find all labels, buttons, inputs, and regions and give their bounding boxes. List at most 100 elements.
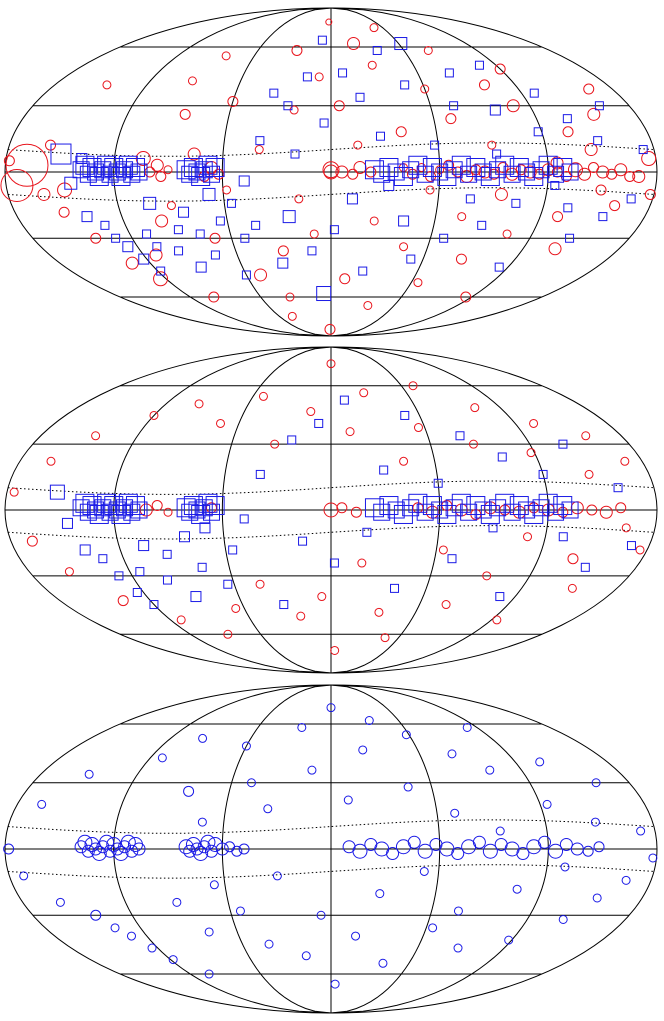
source-circle-marker bbox=[441, 600, 451, 610]
source-circle-marker bbox=[301, 951, 311, 961]
source-circle-marker bbox=[583, 83, 595, 95]
source-circle-marker bbox=[636, 826, 646, 836]
source-square-marker bbox=[181, 165, 199, 183]
source-circle-marker bbox=[333, 100, 345, 112]
source-circle-marker bbox=[193, 846, 209, 861]
source-circle-marker bbox=[246, 778, 256, 788]
source-circle-marker bbox=[632, 170, 646, 183]
source-circle-marker bbox=[254, 268, 268, 282]
source-square-marker bbox=[87, 501, 105, 519]
source-circle-marker bbox=[535, 757, 545, 767]
source-circle-marker bbox=[149, 248, 163, 262]
source-square-marker bbox=[195, 499, 213, 517]
source-square-marker bbox=[198, 155, 218, 175]
source-circle-marker bbox=[19, 871, 29, 881]
bottom-panel-sky-map bbox=[3, 684, 658, 1014]
source-circle-marker bbox=[120, 834, 136, 850]
source-circle-marker bbox=[231, 845, 243, 857]
source-square-marker bbox=[97, 493, 117, 513]
source-circle-marker bbox=[455, 253, 467, 265]
source-square-marker bbox=[79, 503, 97, 521]
source-square-marker bbox=[547, 503, 565, 521]
source-square-marker bbox=[149, 600, 159, 610]
source-square-marker bbox=[173, 225, 183, 235]
source-circle-marker bbox=[557, 506, 569, 518]
source-square-marker bbox=[408, 493, 428, 513]
source-circle-marker bbox=[190, 842, 204, 856]
source-square-marker bbox=[199, 522, 211, 534]
source-circle-marker bbox=[187, 76, 197, 86]
source-square-marker bbox=[529, 88, 539, 98]
source-circle-marker bbox=[494, 63, 506, 75]
source-circle-marker bbox=[74, 840, 88, 854]
source-circle-marker bbox=[515, 164, 527, 176]
source-square-marker bbox=[387, 501, 405, 519]
source-square-marker bbox=[75, 493, 95, 513]
source-circle-marker bbox=[353, 161, 367, 174]
source-circle-marker bbox=[386, 847, 400, 860]
source-square-marker bbox=[130, 501, 148, 519]
source-square-marker bbox=[162, 549, 172, 559]
source-circle-marker bbox=[187, 147, 201, 161]
source-square-marker bbox=[387, 163, 405, 181]
source-circle-marker bbox=[570, 501, 584, 515]
source-circle-marker bbox=[117, 595, 129, 607]
source-circle-marker bbox=[316, 910, 326, 920]
source-square-marker bbox=[558, 439, 568, 449]
source-square-marker bbox=[283, 101, 293, 111]
source-circle-marker bbox=[528, 502, 540, 514]
source-circle-marker bbox=[216, 418, 225, 428]
source-square-marker bbox=[561, 163, 579, 181]
source-circle-marker bbox=[462, 722, 472, 732]
source-circle-marker bbox=[339, 273, 351, 285]
source-circle-marker bbox=[485, 765, 495, 775]
source-circle-marker bbox=[207, 837, 223, 852]
source-square-marker bbox=[240, 233, 250, 243]
source-circle-marker bbox=[163, 165, 173, 175]
source-square-marker bbox=[465, 194, 475, 204]
source-circle-marker bbox=[306, 407, 316, 417]
source-circle-marker bbox=[291, 44, 303, 56]
source-circle-marker bbox=[287, 311, 297, 321]
source-square-marker bbox=[179, 531, 190, 543]
galactic-band-boundary bbox=[8, 525, 654, 540]
source-square-marker bbox=[394, 37, 408, 51]
source-square-marker bbox=[613, 483, 623, 493]
source-circle-marker bbox=[99, 834, 115, 850]
source-square-marker bbox=[445, 161, 463, 179]
source-circle-marker bbox=[322, 161, 340, 179]
source-circle-marker bbox=[560, 862, 570, 872]
source-circle-marker bbox=[309, 229, 319, 239]
source-square-marker bbox=[101, 165, 119, 183]
source-circle-marker bbox=[208, 291, 220, 303]
source-circle-marker bbox=[353, 140, 363, 150]
source-circle-marker bbox=[644, 188, 656, 200]
source-square-marker bbox=[125, 158, 145, 177]
source-circle-marker bbox=[90, 232, 102, 244]
source-square-marker bbox=[176, 160, 196, 180]
source-circle-marker bbox=[147, 943, 157, 953]
source-circle-marker bbox=[197, 840, 211, 854]
source-square-marker bbox=[111, 233, 121, 243]
source-circle-marker bbox=[621, 523, 631, 533]
source-circle-marker bbox=[96, 840, 110, 854]
source-circle-marker bbox=[168, 955, 178, 965]
source-circle-marker bbox=[506, 99, 520, 113]
source-square-marker bbox=[480, 504, 500, 524]
source-circle-marker bbox=[380, 633, 390, 643]
source-circle-marker bbox=[270, 439, 280, 449]
source-square-marker bbox=[329, 225, 339, 235]
source-square-marker bbox=[100, 220, 110, 230]
source-circle-marker bbox=[345, 427, 355, 437]
source-square-marker bbox=[532, 161, 550, 179]
source-square-marker bbox=[474, 60, 484, 70]
source-circle-marker bbox=[483, 501, 497, 515]
source-circle-marker bbox=[200, 834, 216, 850]
source-circle-marker bbox=[358, 745, 368, 755]
source-square-marker bbox=[210, 250, 220, 260]
source-circle-marker bbox=[330, 645, 340, 655]
source-square-marker bbox=[451, 155, 471, 175]
source-square-marker bbox=[533, 127, 543, 137]
source-square-marker bbox=[202, 187, 216, 201]
source-square-marker bbox=[123, 503, 141, 521]
